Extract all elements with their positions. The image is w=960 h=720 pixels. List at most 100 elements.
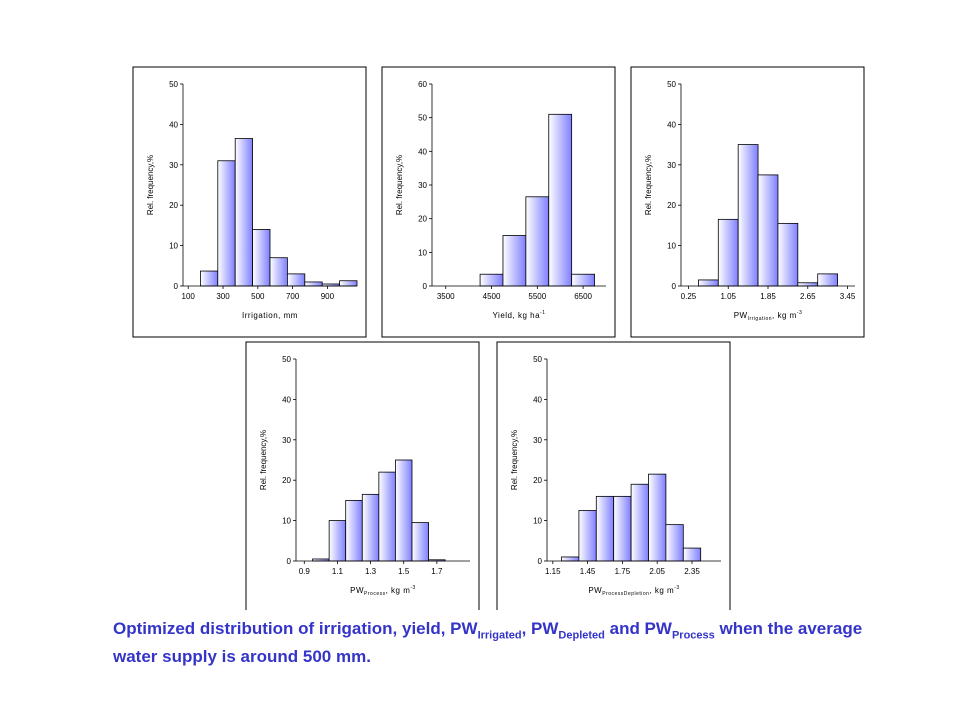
y-axis-label: Rel. frequency,%	[510, 430, 519, 490]
x-tick-label: 1.45	[580, 567, 596, 576]
bar	[578, 510, 597, 562]
y-tick-label: 30	[282, 436, 291, 445]
x-tick-label: 5500	[528, 292, 546, 301]
x-tick-label: 3500	[437, 292, 455, 301]
panel-frame	[496, 341, 731, 610]
x-axis-label: Irrigation, mm	[242, 311, 298, 320]
x-tick-label: 500	[251, 292, 265, 301]
x-label-sub: Process	[364, 591, 386, 597]
chart-panel: 0 10 20 30 40 50 0.9 1.1 1.3 1.5 1.7 Rel. frequency…	[245, 341, 480, 610]
x-tick-label: 1.05	[720, 292, 736, 301]
y-axis-label: Rel. frequency,%	[146, 155, 155, 215]
x-label-text: PW	[350, 586, 364, 595]
y-tick-label: 50	[667, 80, 676, 89]
x-label-sub: Irrigation	[748, 316, 772, 322]
x-tick-label: 2.05	[649, 567, 665, 576]
x-label-sup: -1	[540, 310, 545, 316]
y-tick-label: 0	[538, 557, 543, 566]
x-tick-label: 700	[286, 292, 300, 301]
bar	[304, 281, 323, 287]
bar	[286, 273, 306, 287]
y-tick-label: 20	[533, 476, 542, 485]
y-tick-label: 30	[533, 436, 542, 445]
caption-sub: Depleted	[558, 629, 605, 642]
x-label-text: PW	[588, 586, 602, 595]
x-tick-label: 300	[216, 292, 230, 301]
y-tick-label: 30	[169, 161, 178, 170]
chart-panel: 0 10 20 30 40 50 0.25 1.05 1.85 2.65 3.45 Rel. freq…	[630, 66, 865, 338]
bar	[717, 218, 739, 287]
y-tick-label: 40	[667, 120, 676, 129]
x-tick-label: 0.25	[681, 292, 697, 301]
caption-sub: Process	[671, 629, 715, 642]
y-tick-label: 10	[282, 517, 291, 526]
x-tick-label: 1.1	[332, 567, 344, 576]
caption-sub: Irrigated	[477, 629, 522, 642]
bar	[339, 280, 358, 287]
bar	[777, 222, 799, 287]
caption-text: and PW	[604, 619, 672, 638]
y-tick-label: 50	[418, 114, 427, 123]
x-tick-label: 1.3	[365, 567, 377, 576]
x-tick-label: 6500	[574, 292, 592, 301]
bar	[571, 273, 595, 287]
x-axis-label: Yield, kg ha-1	[493, 310, 546, 320]
panel-frame	[245, 341, 480, 610]
y-tick-label: 40	[169, 120, 178, 129]
bar	[234, 138, 253, 287]
bar	[328, 520, 347, 562]
x-label-text: , kg m	[386, 586, 411, 595]
y-tick-label: 0	[423, 282, 428, 291]
bar	[217, 160, 236, 287]
x-tick-label: 100	[182, 292, 196, 301]
bar	[269, 257, 288, 287]
caption-text: Optimized distribution of irrigation, yi…	[113, 619, 478, 638]
x-tick-label: 1.5	[398, 567, 410, 576]
x-tick-label: 900	[321, 292, 335, 301]
bar	[502, 235, 527, 287]
bar	[561, 556, 580, 562]
x-tick-label: 1.85	[760, 292, 776, 301]
bar	[613, 495, 632, 562]
y-tick-label: 20	[282, 476, 291, 485]
y-tick-label: 0	[287, 557, 292, 566]
x-tick-label: 4500	[483, 292, 501, 301]
bar	[648, 473, 667, 562]
bar	[252, 229, 271, 287]
x-label-text: , kg m	[649, 586, 674, 595]
y-tick-label: 30	[667, 161, 676, 170]
y-tick-label: 0	[174, 282, 179, 291]
panel-frame	[381, 66, 616, 338]
bar	[630, 483, 649, 562]
x-tick-label: 2.35	[684, 567, 700, 576]
bar	[665, 524, 684, 562]
bar	[411, 522, 429, 562]
x-tick-label: 0.9	[299, 567, 311, 576]
y-tick-label: 10	[169, 242, 178, 251]
y-tick-label: 30	[418, 181, 427, 190]
y-tick-label: 50	[169, 80, 178, 89]
bar	[361, 493, 380, 562]
x-axis-label: PWProcess, kg m-3	[350, 585, 416, 597]
y-tick-label: 40	[282, 395, 291, 404]
bar	[199, 270, 219, 287]
caption-text: , PW	[521, 619, 559, 638]
x-label-sup: -3	[797, 310, 802, 316]
y-tick-label: 0	[672, 282, 677, 291]
bar	[378, 471, 396, 562]
bar	[525, 196, 550, 287]
x-tick-label: 1.75	[615, 567, 631, 576]
bar	[682, 547, 702, 562]
y-tick-label: 20	[169, 201, 178, 210]
panel-frame	[630, 66, 865, 338]
x-label-sup: -3	[674, 585, 679, 591]
caption: Optimized distribution of irrigation, yi…	[113, 618, 873, 668]
x-label-text: PW	[734, 311, 748, 320]
bar	[479, 273, 504, 287]
x-label-text: Irrigation, mm	[242, 311, 298, 320]
bar	[595, 495, 615, 562]
y-tick-label: 40	[533, 395, 542, 404]
chart-panel: 0 10 20 30 40 50 1.15 1.45 1.75 2.05 2.35 Rel. freq…	[496, 341, 731, 610]
bar	[698, 279, 719, 287]
